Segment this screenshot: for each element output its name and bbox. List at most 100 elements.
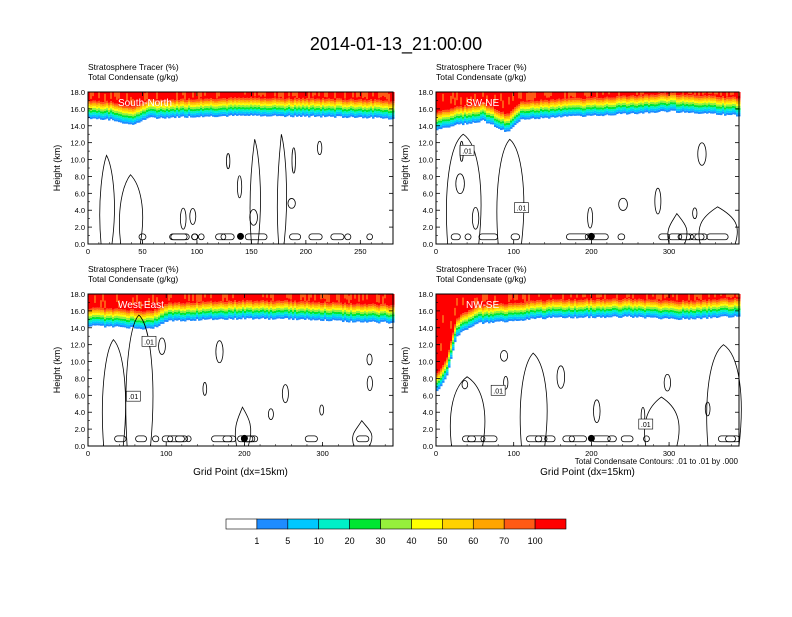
tracer-cell [110,92,112,99]
tracer-cell [462,123,465,125]
tracer-cell [184,92,186,100]
panel-title-line1: Stratosphere Tracer (%) [88,62,179,72]
tracer-cell [104,94,106,102]
tracer-cell [528,93,530,101]
chart-panel-2: .01.010.02.04.06.08.010.012.014.016.018.… [400,62,741,256]
tracer-cell [584,92,586,96]
tracer-cell [376,294,378,302]
x-tick-label: 200 [300,247,313,256]
tracer-cell [530,93,532,101]
tracer-cell [280,92,282,97]
y-tick-label: 2.0 [423,223,433,232]
tracer-cell [726,92,728,97]
y-tick-label: 12.0 [70,139,85,148]
tracer-cell [364,92,366,97]
y-axis-label: Height (km) [52,145,62,192]
tracer-cell [312,92,314,97]
tracer-cell [508,97,510,105]
tracer-cell [384,92,386,97]
tracer-cell [90,92,92,99]
tracer-cell [264,92,266,97]
tracer-cell [336,294,338,300]
tracer-cell [260,92,262,97]
tracer-cell [200,92,202,97]
tracer-cell [192,294,194,301]
tracer-cell [308,294,310,301]
tracer-cell [352,92,354,97]
tracer-cell [386,92,388,99]
y-tick-label: 10.0 [70,156,85,165]
y-tick-label: 0.0 [423,240,433,249]
tracer-cell [358,92,360,97]
panel-title-line1: Stratosphere Tracer (%) [436,62,527,72]
tracer-cell [200,294,202,302]
tracer-cell [334,92,336,98]
tracer-cell [270,294,272,298]
tracer-cell [282,92,284,98]
tracer-cell [328,295,330,303]
tracer-cell [346,294,348,300]
tracer-cell [384,294,386,298]
y-tick-label: 8.0 [423,172,433,181]
x-tick-label: 150 [245,247,258,256]
tracer-cell [204,92,206,96]
tracer-cell [378,295,380,303]
tracer-cell [460,97,462,105]
tracer-cell [324,294,326,299]
contour-label: .01 [462,148,472,155]
tracer-cell [194,319,197,321]
tracer-cell [572,92,574,97]
tracer-cell [274,92,276,96]
tracer-cell [204,294,206,298]
tracer-cell [380,92,382,97]
y-tick-label: 0.0 [75,240,85,249]
x-tick-label: 300 [663,247,676,256]
chart-panel-3: .01.010.02.04.06.08.010.012.014.016.018.… [52,264,395,478]
tracer-cell [362,294,364,300]
y-tick-label: 16.0 [418,105,433,114]
tracer-cell [318,92,320,96]
tracer-cell [482,92,484,97]
x-tick-label: 0 [86,247,90,256]
tracer-cell [548,92,550,98]
tracer-cell [98,92,100,98]
panel-label: South-North [118,98,172,109]
location-marker [237,233,244,240]
y-tick-label: 4.0 [423,206,433,215]
tracer-cell [378,92,380,98]
tracer-cell [176,92,178,99]
y-tick-label: 14.0 [418,122,433,131]
tracer-cell [224,294,226,298]
tracer-cell [520,92,522,99]
tracer-cell [442,94,444,102]
tracer-cell [222,294,224,301]
tracer-cell [320,294,322,299]
tracer-cell [310,294,312,298]
tracer-cell [372,92,374,96]
tracer-cell [292,92,294,96]
tracer-cell [114,92,116,97]
tracer-cell [168,294,170,301]
tracer-cell [296,92,298,98]
tracer-cell [338,295,340,303]
x-tick-label: 100 [507,247,520,256]
tracer-cell [158,324,161,326]
y-tick-label: 4.0 [75,206,85,215]
tracer-cell [272,294,274,301]
tracer-cell [586,92,588,97]
tracer-cell [698,92,700,96]
page-title: 2014-01-13_21:00:00 [310,34,482,55]
tracer-cell [526,93,528,101]
y-tick-label: 14.0 [70,122,85,131]
tracer-cell [500,93,502,101]
panel-title-line2: Total Condensate (g/kg) [436,72,526,82]
tracer-cell [518,120,521,122]
tracer-cell [452,92,454,99]
y-tick-label: 18.0 [70,88,85,97]
tracer-cell [344,294,346,298]
tracer-cell [366,294,368,299]
y-tick-label: 12.0 [418,139,433,148]
tracer-cell [226,294,228,301]
tracer-cell [358,294,360,302]
tracer-cell [94,295,96,303]
